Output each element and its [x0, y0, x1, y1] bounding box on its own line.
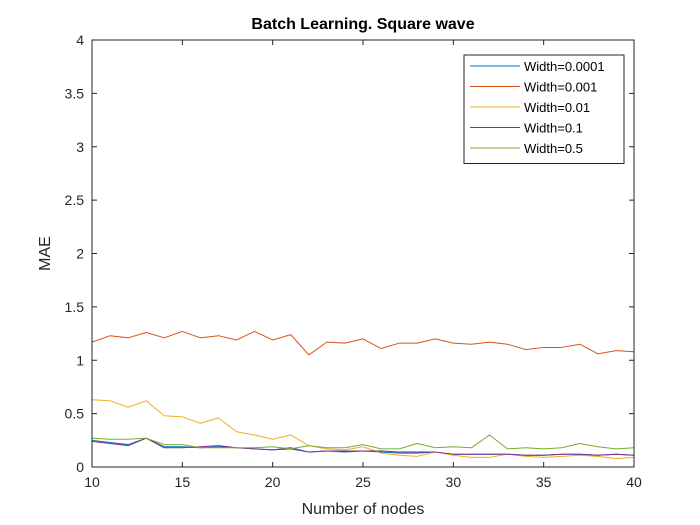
- legend-label-3: Width=0.01: [524, 100, 590, 115]
- y-tick-label: 3.5: [65, 85, 85, 101]
- series-layer: [91, 330, 635, 459]
- series-line-5: [91, 434, 635, 450]
- legend-box: [463, 54, 625, 164]
- series-line-4: [91, 437, 635, 456]
- x-tick-label: 30: [446, 474, 462, 490]
- axes-layer: 10 15 20 25 30 35 40 0 0.5 1 1.5 2 2.5 3 3.5 4: [65, 32, 642, 490]
- y-tick-label: 2: [76, 246, 84, 262]
- legend-label-1: Width=0.0001: [524, 59, 605, 74]
- x-tick-label: 10: [84, 474, 100, 490]
- x-tick-label: 35: [536, 474, 552, 490]
- series-line-2: [91, 330, 635, 356]
- y-tick-label: 0.5: [65, 406, 85, 422]
- y-tick-label: 3: [76, 139, 84, 155]
- legend-label-5: Width=0.5: [524, 141, 583, 156]
- y-axis-title: MAE: [37, 236, 54, 271]
- x-tick-label: 40: [626, 474, 642, 490]
- x-axis-title: Number of nodes: [302, 501, 425, 518]
- x-tick-label: 25: [355, 474, 371, 490]
- x-tick-label: 20: [265, 474, 281, 490]
- series-line-3: [91, 399, 635, 459]
- legend-label-2: Width=0.001: [524, 80, 597, 95]
- y-tick-label: 4: [76, 32, 84, 48]
- y-tick-label: 2.5: [65, 192, 85, 208]
- y-tick-label: 1.5: [65, 299, 85, 315]
- legend: Width=0.0001 Width=0.001 Width=0.01 Width=0…: [463, 54, 625, 164]
- x-tick-label: 15: [175, 474, 191, 490]
- y-tick-label: 1: [76, 352, 84, 368]
- y-tick-label: 0: [76, 459, 84, 475]
- legend-label-4: Width=0.1: [524, 121, 583, 136]
- chart-title: Batch Learning. Square wave: [251, 16, 474, 33]
